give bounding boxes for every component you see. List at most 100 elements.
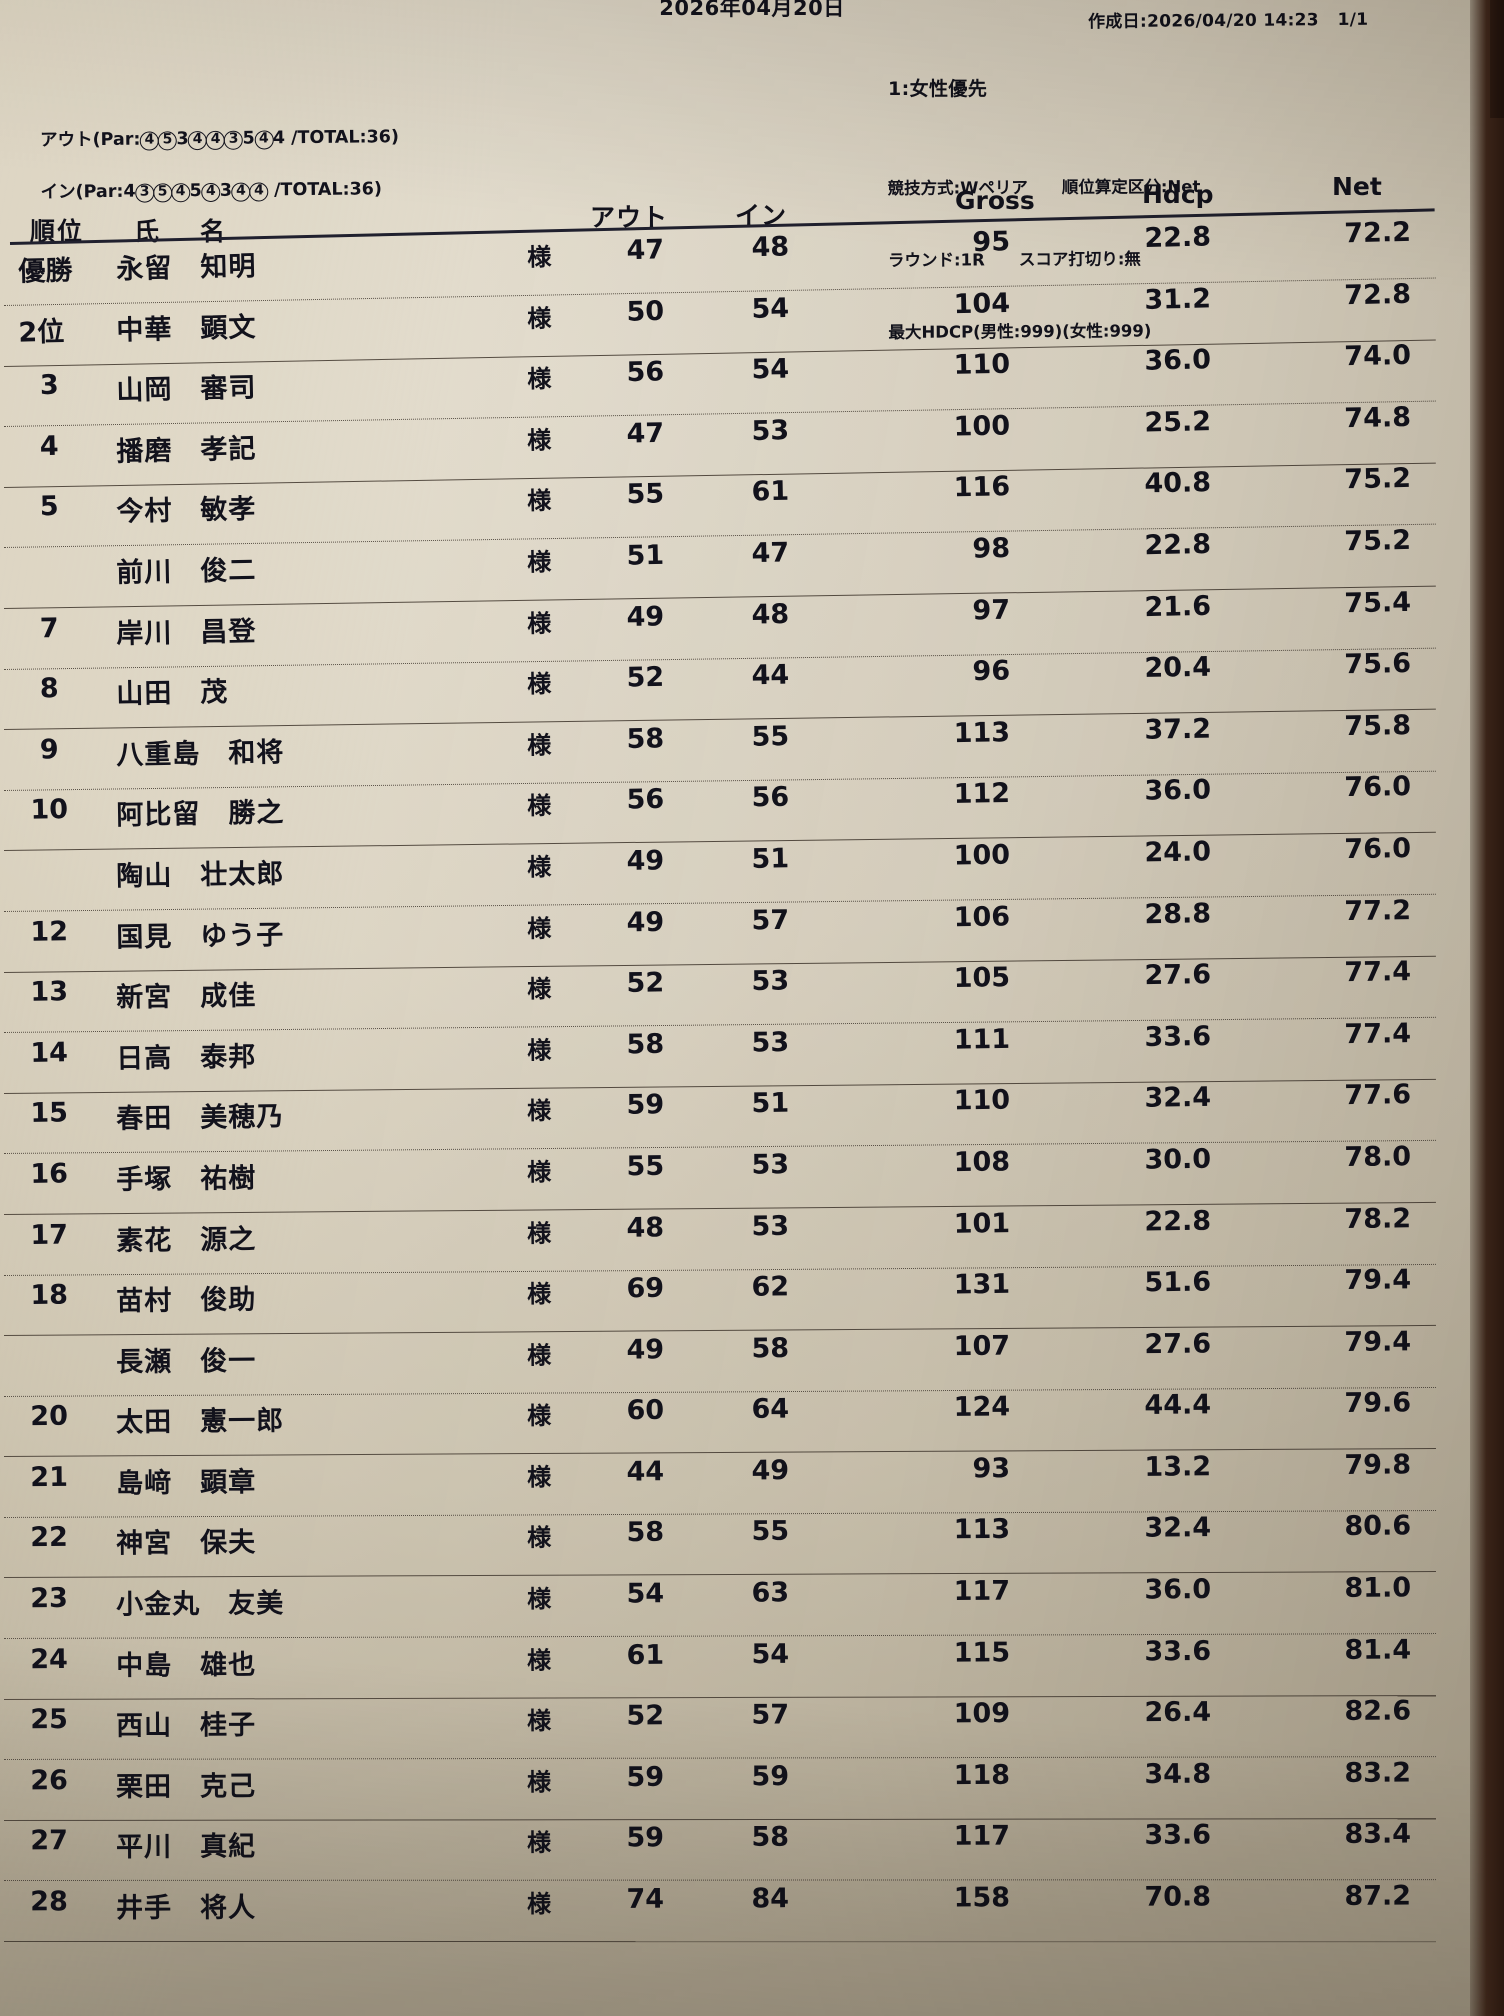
cell-net: 74.0 [1344,340,1412,373]
row-separator [3,522,1436,549]
cell-gross: 105 [953,962,1011,995]
table-row: 8 山田 茂 様 52 44 96 20.4 75.6 [0,648,1462,737]
cell-honorific: 様 [526,853,552,882]
table-row: 優勝 永留 知明 様 47 48 95 22.8 72.2 [0,217,1462,313]
cell-in: 47 [751,537,790,570]
cell-in: 55 [751,720,790,753]
cell-net: 72.2 [1343,216,1412,250]
cell-out: 69 [626,1272,665,1305]
cell-in: 51 [751,843,790,875]
par-hole-circled: 4 [139,131,160,151]
table-row: 23 小金丸 友美 様 54 63 117 36.0 81.0 [0,1572,1462,1646]
cell-honorific: 様 [526,426,552,455]
cell-gross: 131 [953,1268,1011,1301]
cell-gross: 104 [953,287,1011,320]
cell-hdcp: 26.4 [1144,1696,1212,1729]
cell-name: 八重島 和将 [116,736,285,771]
cell-honorific: 様 [527,914,552,943]
cell-gross: 108 [953,1146,1011,1178]
cell-rank: 2位 [18,316,65,349]
cell-rank: 16 [30,1158,69,1190]
cell-hdcp: 21.6 [1144,590,1212,623]
cell-rank: 28 [30,1886,68,1918]
page-number: 1/1 [1337,9,1369,31]
cell-rank: 8 [39,673,59,705]
cell-rank: 13 [30,976,69,1008]
cell-in: 53 [751,1149,790,1181]
table-row: 17 素花 源之 様 48 53 101 22.8 78.2 [0,1203,1462,1283]
page-right-edge [1470,0,1504,2016]
cell-out: 59 [626,1089,665,1122]
table-row: 陶山 壮太郎 様 49 51 100 24.0 76.0 [0,833,1462,919]
table-row: 24 中島 雄也 様 61 54 115 33.6 81.4 [0,1634,1462,1707]
cell-honorific: 様 [527,1585,552,1614]
cell-gross: 98 [972,532,1011,565]
table-row: 22 神宮 保夫 様 58 55 113 32.4 80.6 [0,1511,1462,1585]
cell-gross: 106 [953,900,1011,933]
cell-honorific: 様 [526,792,552,821]
cell-net: 77.6 [1344,1079,1412,1112]
cell-net: 76.0 [1344,771,1412,804]
cell-gross: 97 [972,594,1011,626]
cell-name: 西山 桂子 [116,1710,257,1742]
cell-out: 44 [626,1456,665,1488]
table-row: 27 平川 真紀 様 59 58 117 33.6 83.4 [0,1819,1462,1888]
cell-hdcp: 22.8 [1144,1205,1212,1237]
cell-honorific: 様 [527,1219,552,1248]
cell-name: 陶山 壮太郎 [116,858,285,893]
row-separator [3,1878,1437,1882]
table-row: 2位 中華 顕文 様 50 54 104 31.2 72.8 [0,278,1462,374]
cell-hdcp: 20.4 [1144,651,1212,685]
cell-net: 82.6 [1344,1695,1412,1728]
cell-net: 77.4 [1344,1017,1412,1050]
cell-name: 手塚 祐樹 [116,1162,257,1196]
cell-hdcp: 27.6 [1144,959,1212,992]
cell-out: 58 [626,723,665,755]
cell-name: 神宮 保夫 [116,1527,257,1560]
cell-out: 49 [626,600,665,633]
cell-net: 79.4 [1344,1325,1412,1358]
table-row: 28 井手 将人 様 74 84 158 70.8 87.2 [0,1881,1462,1949]
table-row: 10 阿比留 勝之 様 56 56 112 36.0 76.0 [0,771,1462,858]
cell-honorific: 様 [527,1829,552,1858]
row-separator [3,707,1436,731]
cell-out: 48 [626,1211,665,1244]
cell-out: 58 [626,1517,665,1549]
results-table: 順位 氏 名 アウト イン Gross Hdcp Net 優勝 永留 知明様 47 4… [0,172,1462,1949]
cell-name: 小金丸 友美 [116,1588,285,1621]
cell-rank: 25 [30,1704,68,1736]
cell-gross: 111 [953,1023,1011,1056]
cell-in: 51 [751,1087,790,1120]
cell-hdcp: 24.0 [1144,836,1212,869]
cell-out: 55 [626,1150,665,1183]
cell-in: 58 [751,1332,790,1365]
cell-rank: 3 [39,369,60,402]
created-date-label: 作成日:2026/04/20 14:23 [1087,10,1319,33]
cell-rank: 10 [30,794,69,827]
row-separator [3,769,1436,791]
out-par-total: /TOTAL:36) [290,127,400,149]
cell-honorific: 様 [527,1524,552,1553]
row-separator [3,1693,1436,1700]
cell-name: 長瀬 俊一 [116,1345,257,1378]
cell-rank: 5 [39,491,59,523]
table-row: 5 今村 敏孝 様 55 61 116 40.8 75.2 [0,463,1462,555]
cell-in: 53 [751,1026,790,1059]
cell-net: 77.2 [1344,894,1412,927]
cell-honorific: 様 [527,1646,552,1675]
row-separator [3,1816,1437,1821]
cell-out: 47 [626,417,665,450]
cell-name: 前川 俊二 [116,554,257,589]
cell-hdcp: 36.0 [1144,1574,1212,1606]
cell-hdcp: 31.2 [1144,282,1212,316]
cell-out: 55 [626,478,665,511]
row-separator [3,831,1436,852]
cell-in: 48 [751,598,790,631]
cell-honorific: 様 [527,975,552,1004]
cell-in: 53 [751,965,790,998]
cell-name: 井手 将人 [116,1892,257,1925]
row-separator [3,892,1436,912]
cell-rank: 14 [30,1037,69,1069]
